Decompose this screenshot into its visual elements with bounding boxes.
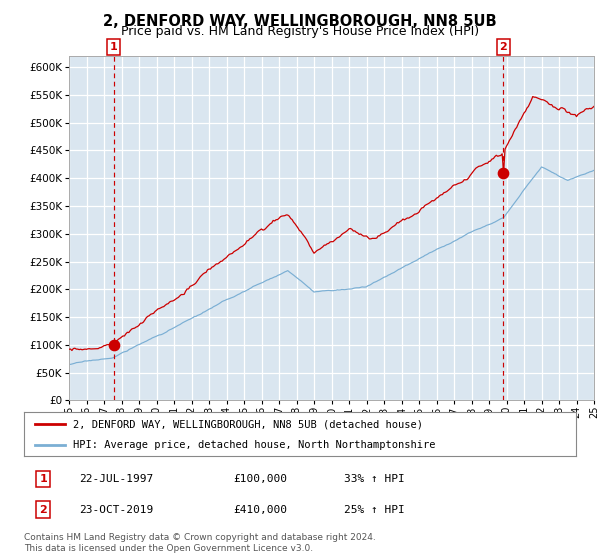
Text: 25% ↑ HPI: 25% ↑ HPI — [344, 505, 405, 515]
Text: £410,000: £410,000 — [234, 505, 288, 515]
Text: 2, DENFORD WAY, WELLINGBOROUGH, NN8 5UB (detached house): 2, DENFORD WAY, WELLINGBOROUGH, NN8 5UB … — [73, 419, 422, 429]
Text: Contains HM Land Registry data © Crown copyright and database right 2024.
This d: Contains HM Land Registry data © Crown c… — [24, 533, 376, 553]
Text: HPI: Average price, detached house, North Northamptonshire: HPI: Average price, detached house, Nort… — [73, 440, 435, 450]
Point — [109, 340, 118, 349]
Text: 1: 1 — [40, 474, 47, 484]
Text: 2: 2 — [40, 505, 47, 515]
Text: 22-JUL-1997: 22-JUL-1997 — [79, 474, 154, 484]
Text: £100,000: £100,000 — [234, 474, 288, 484]
Text: 1: 1 — [110, 42, 118, 52]
Text: 2: 2 — [499, 42, 507, 52]
Text: 2, DENFORD WAY, WELLINGBOROUGH, NN8 5UB: 2, DENFORD WAY, WELLINGBOROUGH, NN8 5UB — [103, 14, 497, 29]
Text: 33% ↑ HPI: 33% ↑ HPI — [344, 474, 405, 484]
Text: Price paid vs. HM Land Registry's House Price Index (HPI): Price paid vs. HM Land Registry's House … — [121, 25, 479, 38]
Point — [499, 168, 508, 177]
Text: 23-OCT-2019: 23-OCT-2019 — [79, 505, 154, 515]
